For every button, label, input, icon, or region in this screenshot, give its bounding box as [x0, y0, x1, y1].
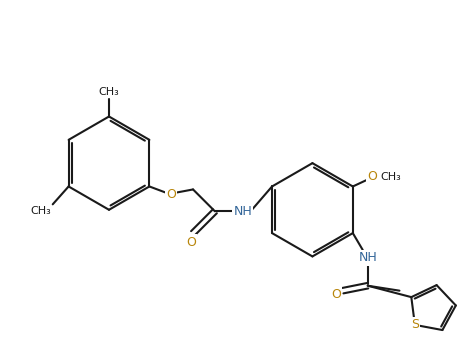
Text: NH: NH	[357, 252, 377, 264]
Text: CH₃: CH₃	[30, 206, 50, 216]
Text: O: O	[330, 288, 340, 301]
Text: O: O	[367, 170, 377, 183]
Text: CH₃: CH₃	[99, 87, 119, 97]
Text: CH₃: CH₃	[380, 171, 400, 182]
Text: NH: NH	[233, 205, 251, 218]
Text: O: O	[166, 188, 176, 201]
Text: O: O	[186, 236, 196, 249]
Text: S: S	[410, 318, 418, 331]
